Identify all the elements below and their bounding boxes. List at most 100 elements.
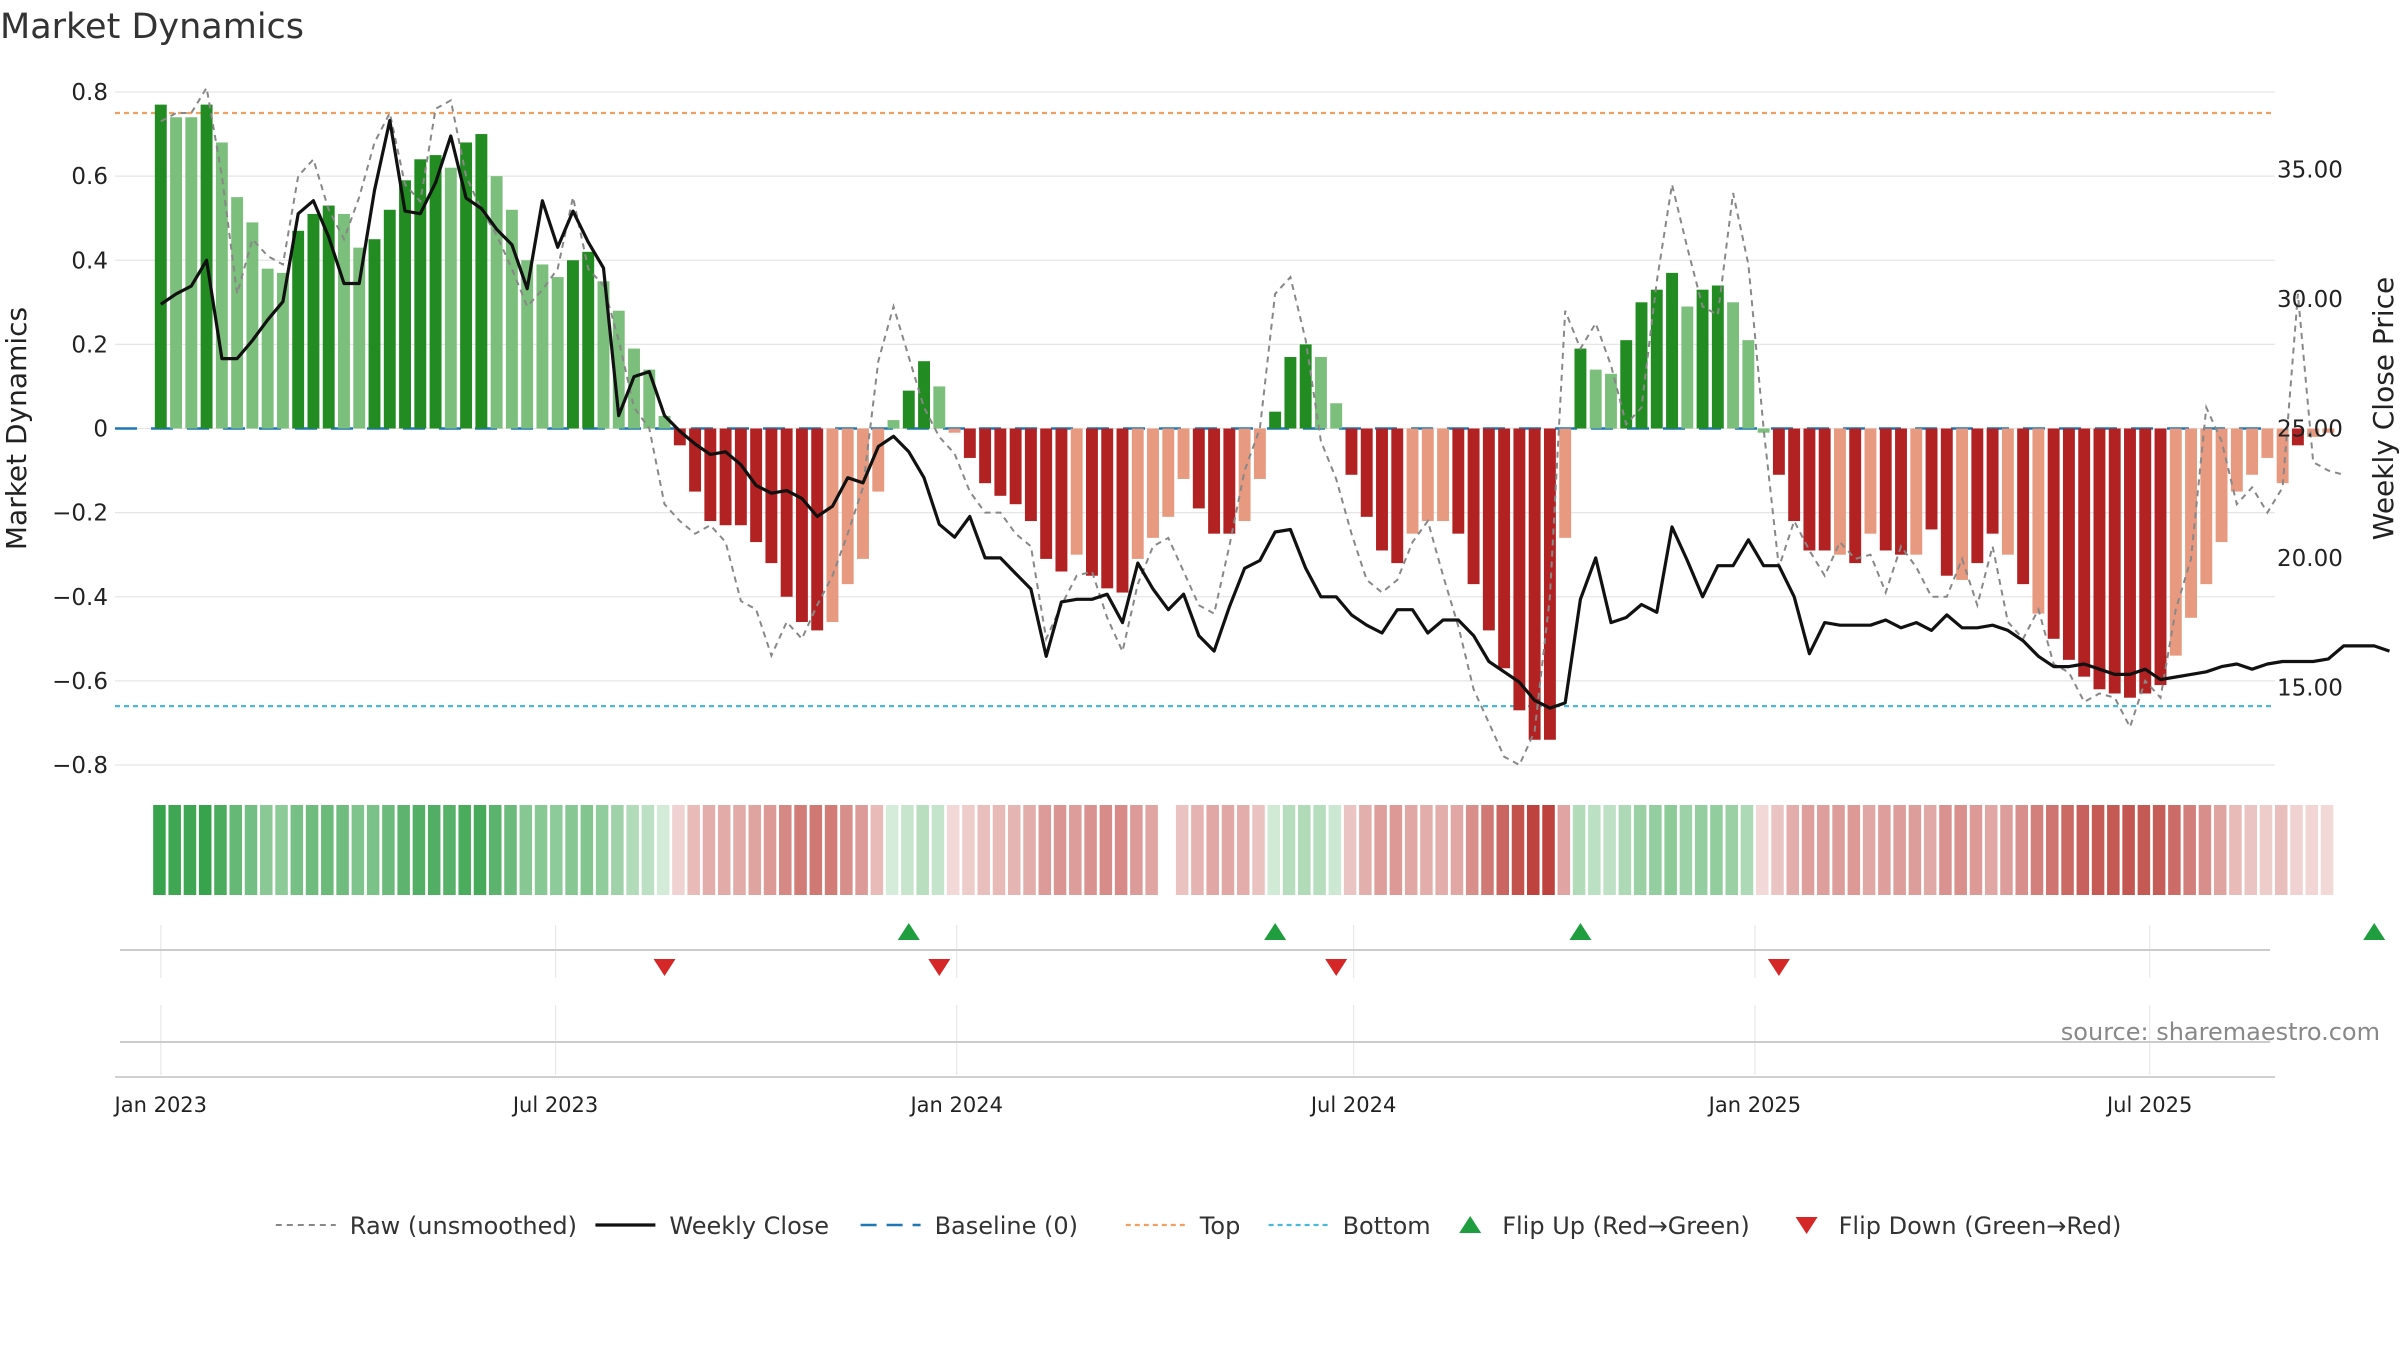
regime-cell (366, 805, 380, 895)
dynamics-bar (1925, 428, 1938, 530)
flip-up-marker (1264, 923, 1287, 940)
regime-cell (229, 805, 243, 895)
regime-cell (1633, 805, 1647, 895)
regime-cell (1923, 805, 1937, 895)
dynamics-bar (1162, 428, 1175, 517)
flip-down-marker (653, 959, 676, 976)
regime-cell (565, 805, 578, 895)
dynamics-bar (399, 180, 411, 429)
dynamics-bar (2001, 428, 2014, 555)
dynamics-bar (887, 420, 900, 429)
dynamics-bar (185, 117, 198, 429)
regime-cell (1511, 805, 1525, 895)
regime-cell (1786, 805, 1800, 895)
regime-cell (2122, 805, 2135, 895)
dynamics-bar (1421, 428, 1434, 522)
dynamics-bar (2276, 428, 2289, 484)
regime-cell (1664, 805, 1677, 895)
dynamics-bar (1437, 428, 1450, 522)
regime-cell (1267, 805, 1281, 895)
legend-label: Flip Up (Red→Green) (1502, 1212, 1750, 1240)
regime-cell (382, 805, 395, 895)
regime-cell (1313, 805, 1326, 895)
dynamics-bar (460, 142, 473, 429)
dynamics-bar (628, 348, 640, 429)
dynamics-bar (1070, 428, 1083, 555)
regime-cell (1954, 805, 1967, 895)
dynamics-bar (1940, 428, 1953, 576)
regime-cell (1328, 805, 1342, 895)
regime-cell (656, 805, 670, 895)
dynamics-bar (1788, 428, 1801, 522)
regime-cell (1099, 805, 1113, 895)
y2-axis-title: Weekly Close Price (2367, 277, 2400, 540)
regime-cell (1084, 805, 1097, 895)
dynamics-bar (1406, 428, 1419, 534)
dynamics-bar (1803, 428, 1816, 551)
regime-cell (916, 805, 929, 895)
dynamics-bar (1482, 428, 1495, 631)
regime-cell (1496, 805, 1510, 895)
regime-cell (336, 805, 349, 895)
raw-unsmoothed-line (160, 85, 2344, 767)
dynamics-bar (2215, 428, 2228, 543)
legend-label: Top (1199, 1212, 1241, 1240)
regime-cell (244, 805, 258, 895)
legend-item-bottom: Bottom (1268, 1212, 1431, 1240)
regime-cell (1114, 805, 1128, 895)
regime-cell (1847, 805, 1861, 895)
dynamics-bar (2322, 428, 2335, 433)
regime-cell (2091, 805, 2105, 895)
regime-cell (1008, 805, 1021, 895)
y-tick-label: 0.4 (71, 248, 108, 274)
regime-cell (1817, 805, 1830, 895)
regime-cell (1832, 805, 1845, 895)
regime-cell (550, 805, 563, 895)
regime-cell (1710, 805, 1723, 895)
dynamics-bar (1024, 428, 1037, 522)
regime-cell (962, 805, 975, 895)
dynamics-bar (1040, 428, 1053, 559)
regime-cell (1679, 805, 1693, 895)
regime-cell (1374, 805, 1387, 895)
y-tick-label: 0.8 (71, 80, 108, 106)
x-tick-label: Jan 2025 (1707, 1093, 1802, 1117)
regime-cell (641, 805, 655, 895)
dynamics-bar (2124, 428, 2136, 698)
regime-cell (1404, 805, 1418, 895)
regime-cell (1694, 805, 1708, 895)
flip-up-marker (897, 923, 920, 940)
dynamics-bar (2261, 428, 2274, 458)
dynamics-bar (1452, 428, 1465, 534)
dynamics-bar (307, 213, 320, 429)
dynamics-bar (231, 197, 244, 429)
y2-tick-label: 25.00 (2277, 417, 2343, 443)
x-tick-label: Jul 2025 (2105, 1093, 2192, 1117)
dynamics-bar (2078, 428, 2091, 677)
regime-cell (2275, 805, 2288, 895)
chart-title: Market Dynamics (0, 7, 304, 47)
dynamics-bar (1330, 403, 1343, 429)
y-tick-label: 0.2 (71, 332, 108, 358)
dynamics-bar (765, 428, 778, 564)
legend-label: Raw (unsmoothed) (350, 1212, 577, 1240)
dynamics-bar (2169, 428, 2182, 656)
dynamics-bar (1849, 428, 1862, 564)
y2-tick-label: 20.00 (2277, 546, 2343, 572)
regime-cell (1527, 805, 1540, 895)
y2-tick-label: 30.00 (2277, 287, 2343, 313)
regime-cell (1053, 805, 1067, 895)
dynamics-bar (322, 205, 335, 429)
regime-cell (1465, 805, 1479, 895)
dynamics-bar (1635, 302, 1648, 429)
regime-cell (1435, 805, 1448, 895)
dynamics-bar (1650, 289, 1663, 429)
dynamics-bar (1269, 411, 1282, 429)
x-tick-label: Jan 2023 (113, 1093, 208, 1117)
dynamics-bar (1956, 428, 1969, 580)
y-tick-label: −0.2 (52, 501, 108, 527)
dynamics-bar (1864, 428, 1877, 534)
regime-strip (153, 805, 2334, 895)
legend-item-close: Weekly Close (595, 1212, 829, 1240)
dynamics-bar (994, 428, 1007, 496)
